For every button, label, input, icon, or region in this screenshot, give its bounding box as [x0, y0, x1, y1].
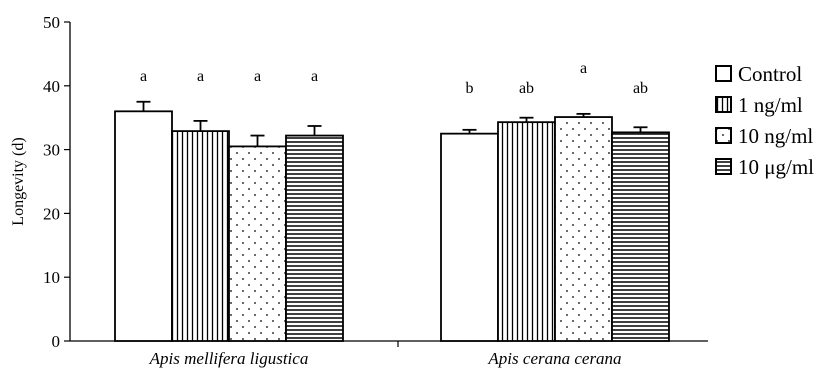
y-tick-label: 30 [43, 141, 60, 160]
legend-label: Control [738, 62, 802, 86]
bar-vertical-2 [497, 121, 556, 342]
x-tick-label: Apis mellifera ligustica [149, 349, 309, 368]
significance-label: a [311, 68, 318, 85]
significance-label: a [580, 60, 587, 77]
legend-swatch-open [715, 65, 732, 82]
bar-dotted-2 [554, 116, 613, 342]
significance-label: b [466, 80, 474, 97]
y-tick-label: 20 [43, 204, 60, 223]
y-tick-label: 10 [43, 268, 60, 287]
bars [114, 100, 670, 342]
legend-label: 1 ng/ml [738, 93, 803, 117]
bar-horizontal-1 [285, 134, 344, 342]
legend-swatch-horizontal [715, 158, 732, 175]
x-tick-label: Apis cerana cerana [487, 349, 621, 368]
bar-dotted-1 [228, 145, 287, 342]
bar-open-2 [440, 132, 499, 342]
legend: Control 1 ng/ml 10 ng/ml 10 μg/ml [715, 62, 814, 179]
legend-label: 10 ng/ml [738, 124, 813, 148]
significance-label: a [140, 68, 147, 85]
y-tick-label: 40 [43, 77, 60, 96]
y-tick-label: 50 [43, 13, 60, 32]
significance-label: a [254, 68, 261, 85]
bar-open-1 [114, 110, 173, 342]
legend-label: 10 μg/ml [738, 155, 814, 179]
y-axis-title: Longevity (d) [10, 137, 27, 225]
significance-label: ab [519, 80, 534, 97]
significance-label: ab [633, 80, 648, 97]
y-tick-label: 0 [52, 332, 61, 351]
legend-swatch-vertical [715, 96, 732, 113]
significance-label: a [197, 68, 204, 85]
bar-horizontal-2 [611, 131, 670, 342]
legend-swatch-dotted [715, 127, 732, 144]
bar-vertical-1 [171, 130, 230, 342]
